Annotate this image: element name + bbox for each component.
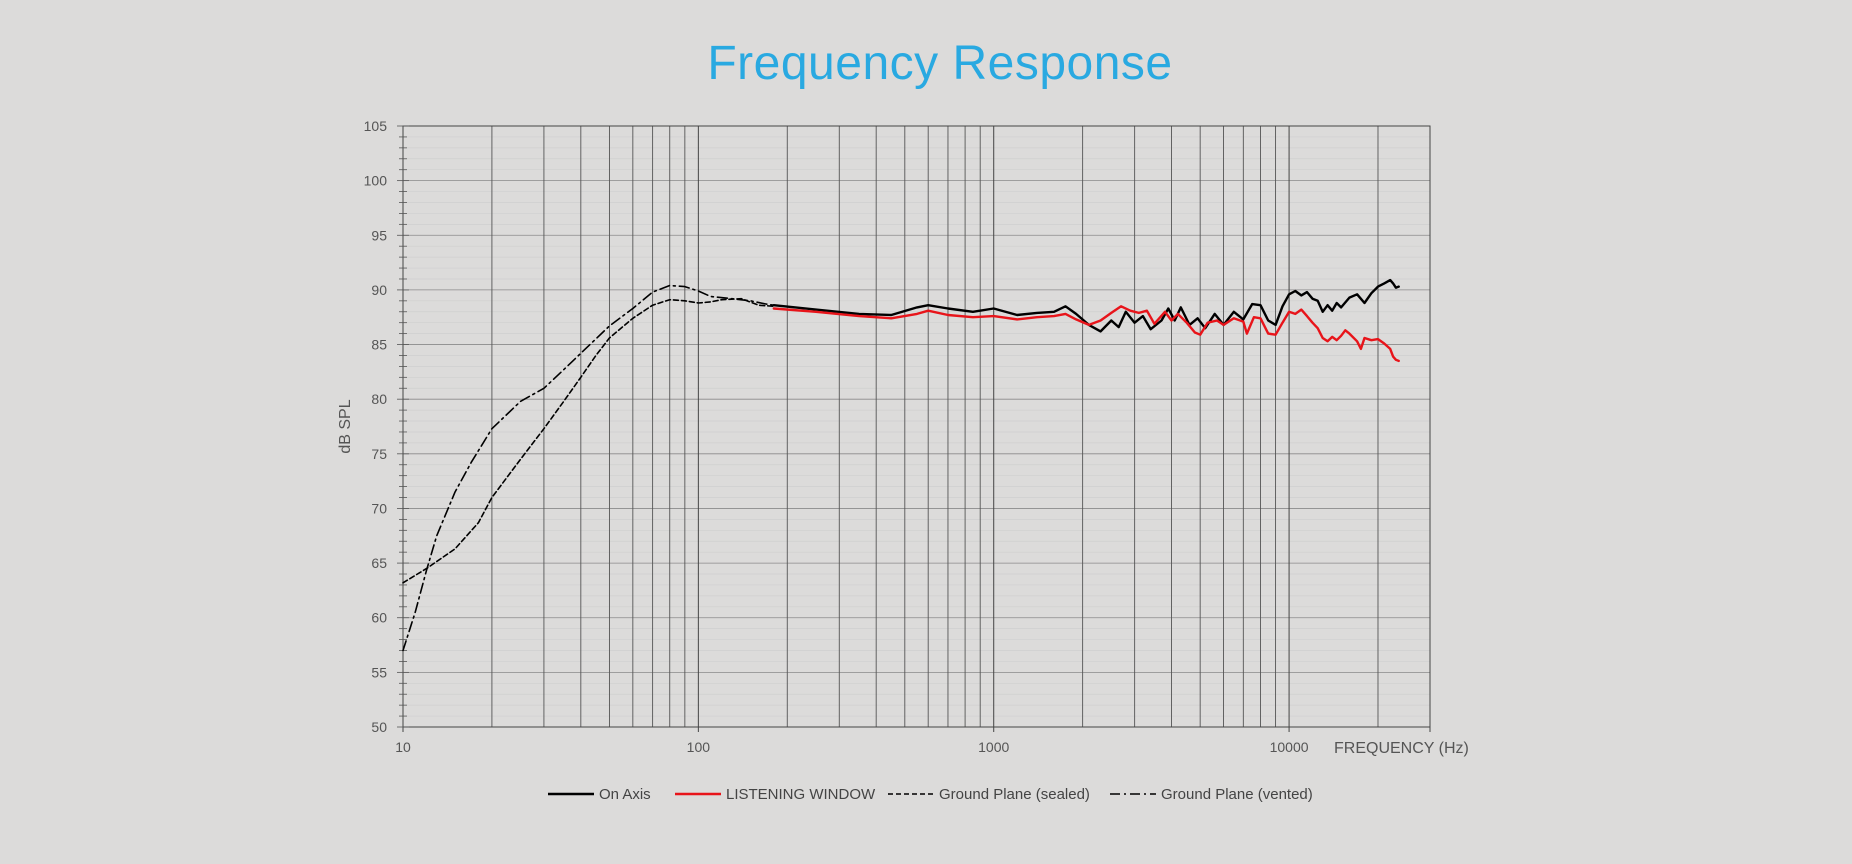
y-tick-labels: 50 55 60 65 70 75 80 85 90 95 100 105	[364, 118, 388, 735]
y-tick-label: 70	[371, 500, 387, 516]
chart-title: Frequency Response	[707, 37, 1173, 90]
x-tick-labels: 10 100 1000 10000	[395, 739, 1309, 755]
legend-label-0: On Axis	[599, 786, 651, 803]
y-tick-label: 100	[364, 173, 388, 189]
x-tick-label: 10000	[1270, 739, 1309, 755]
y-tick-label: 75	[371, 446, 387, 462]
y-tick-label: 80	[371, 391, 387, 407]
x-tick-label: 100	[687, 739, 711, 755]
y-minor-ticks	[397, 125, 409, 728]
plot-frame	[402, 125, 1431, 728]
y-tick-label: 85	[371, 337, 387, 353]
y-tick-label: 105	[364, 118, 388, 134]
legend-label-1: LISTENING WINDOW	[726, 786, 876, 803]
legend-label-3: Ground Plane (vented)	[1161, 786, 1313, 803]
y-axis-label: dB SPL	[337, 399, 354, 453]
y-tick-label: 60	[371, 610, 387, 626]
x-axis-label: FREQUENCY (Hz)	[1334, 740, 1469, 757]
series-line-3	[402, 284, 775, 652]
y-tick-label: 55	[371, 664, 387, 680]
series-line-1	[772, 305, 1400, 363]
y-tick-label: 50	[371, 719, 387, 735]
x-tick-label: 1000	[978, 739, 1009, 755]
minor-grid	[403, 136, 1430, 717]
y-tick-label: 95	[371, 227, 387, 243]
x-tick-label: 10	[395, 739, 411, 755]
legend: On Axis LISTENING WINDOW Ground Plane (sea…	[548, 786, 1313, 803]
y-tick-label: 90	[371, 282, 387, 298]
y-tick-label: 65	[371, 555, 387, 571]
series-lines	[402, 278, 1400, 652]
series-line-2	[402, 297, 775, 584]
legend-label-2: Ground Plane (sealed)	[939, 786, 1090, 803]
major-grid	[402, 125, 1431, 732]
series-line-0	[772, 278, 1400, 333]
